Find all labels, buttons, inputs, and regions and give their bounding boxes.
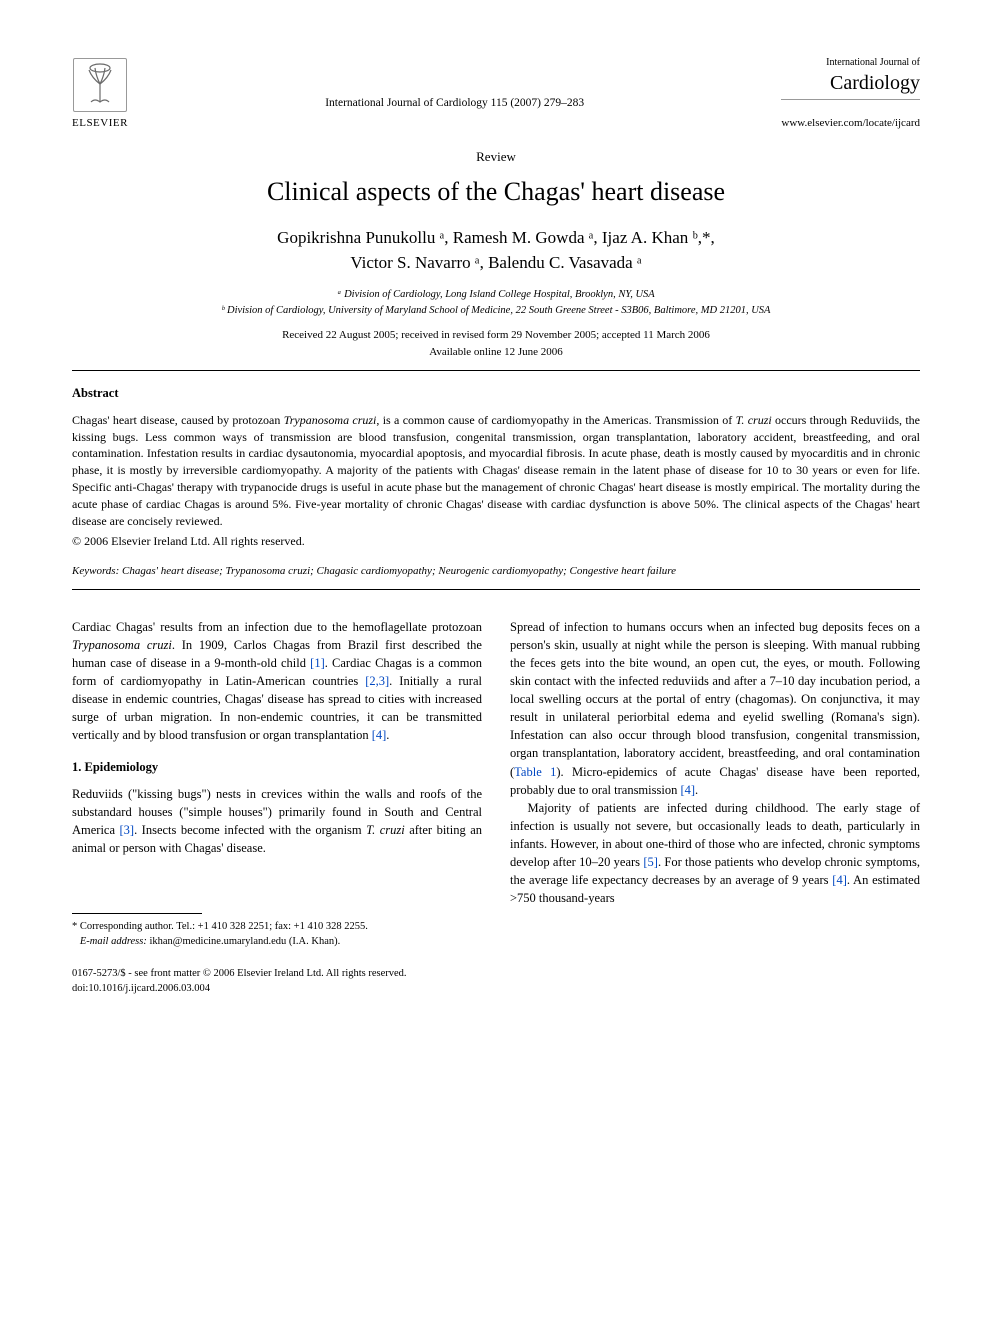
doi-line: doi:10.1016/j.ijcard.2006.03.004 — [72, 983, 210, 994]
article-body: Cardiac Chagas' results from an infectio… — [72, 618, 920, 950]
section-1-p1: Reduviids ("kissing bugs") nests in crev… — [72, 785, 482, 858]
footnote-email: ikhan@medicine.umaryland.edu — [147, 936, 286, 947]
affiliation-b: ᵇ Division of Cardiology, University of … — [72, 304, 920, 318]
abstract-copyright: © 2006 Elsevier Ireland Ltd. All rights … — [72, 533, 920, 549]
keywords-line: Keywords: Chagas' heart disease; Trypano… — [72, 564, 920, 579]
publisher-logo: ELSEVIER — [72, 58, 128, 131]
publisher-name: ELSEVIER — [72, 116, 128, 131]
author-list: Gopikrishna Punukollu ᵃ, Ramesh M. Gowda… — [72, 225, 920, 276]
footnote-corr: * Corresponding author. Tel.: +1 410 328… — [72, 921, 368, 932]
journal-url: www.elsevier.com/locate/ijcard — [781, 116, 920, 131]
footnote-email-name: (I.A. Khan). — [286, 936, 340, 947]
section-1-heading: 1. Epidemiology — [72, 758, 482, 776]
article-title: Clinical aspects of the Chagas' heart di… — [72, 174, 920, 209]
intro-paragraph: Cardiac Chagas' results from an infectio… — [72, 618, 482, 745]
citation-line: International Journal of Cardiology 115 … — [128, 96, 781, 112]
corresponding-author-footnote: * Corresponding author. Tel.: +1 410 328… — [72, 920, 482, 949]
elsevier-tree-icon — [73, 58, 127, 112]
header-center: International Journal of Cardiology 115 … — [128, 56, 781, 126]
journal-name: Cardiology — [781, 70, 920, 97]
issn-line: 0167-5273/$ - see front matter © 2006 El… — [72, 968, 407, 979]
journal-logo-block: International Journal of Cardiology www.… — [781, 56, 920, 130]
available-online: Available online 12 June 2006 — [72, 345, 920, 360]
col2-p2: Majority of patients are infected during… — [510, 799, 920, 908]
bottom-matter: 0167-5273/$ - see front matter © 2006 El… — [72, 967, 920, 996]
footnote-email-label: E-mail address: — [80, 936, 147, 947]
rule-bottom — [72, 589, 920, 590]
abstract-heading: Abstract — [72, 385, 920, 402]
affiliation-a: ᵃ Division of Cardiology, Long Island Co… — [72, 288, 920, 302]
page-header: ELSEVIER International Journal of Cardio… — [72, 56, 920, 130]
article-dates: Received 22 August 2005; received in rev… — [72, 328, 920, 343]
keywords-text: Chagas' heart disease; Trypanosoma cruzi… — [119, 565, 676, 577]
article-type: Review — [72, 148, 920, 166]
footnote-separator — [72, 913, 202, 914]
authors-line-1: Gopikrishna Punukollu ᵃ, Ramesh M. Gowda… — [277, 228, 715, 247]
rule-top — [72, 370, 920, 371]
keywords-label: Keywords: — [72, 565, 119, 577]
journal-superscript: International Journal of — [781, 56, 920, 70]
abstract-body: Chagas' heart disease, caused by protozo… — [72, 412, 920, 530]
authors-line-2: Victor S. Navarro ᵃ, Balendu C. Vasavada… — [350, 253, 641, 272]
col2-p1: Spread of infection to humans occurs whe… — [510, 618, 920, 799]
